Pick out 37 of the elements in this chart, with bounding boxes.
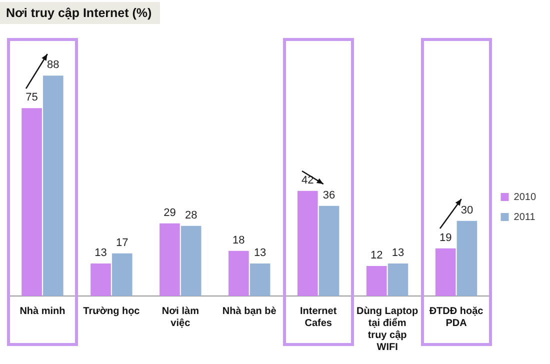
bar xyxy=(180,226,202,296)
bar xyxy=(435,248,456,296)
bar xyxy=(160,223,180,296)
data-label: 12 xyxy=(370,249,383,262)
legend-label: 2010 xyxy=(514,192,536,203)
chart-title: Nơi truy cập Internet (%) xyxy=(0,2,160,24)
data-label: 13 xyxy=(392,246,404,259)
x-tick-label: Trường học xyxy=(83,306,140,317)
bar xyxy=(22,108,42,296)
bar xyxy=(297,190,318,296)
data-label: 17 xyxy=(116,236,128,249)
data-label: 88 xyxy=(47,59,60,72)
data-label: 36 xyxy=(322,189,336,202)
x-tick-label: Nơi làm việc xyxy=(162,306,200,329)
bar xyxy=(112,253,132,296)
bar xyxy=(90,263,111,296)
x-tick-label: Dùng Laptop tại điểm truy cập WIFI xyxy=(356,306,418,353)
bar xyxy=(366,266,387,296)
data-label: 13 xyxy=(94,246,107,259)
bar xyxy=(456,220,478,296)
data-label: 19 xyxy=(439,232,452,244)
bar xyxy=(43,76,64,296)
data-label: 29 xyxy=(164,206,176,219)
data-label: 28 xyxy=(184,209,198,222)
data-label: 13 xyxy=(254,246,266,259)
bar xyxy=(250,263,270,296)
bar xyxy=(228,250,249,296)
bar xyxy=(388,263,408,296)
x-tick-label: Internet Cafes xyxy=(300,306,338,329)
x-tick-label: ĐTDĐ hoặc PDA xyxy=(429,306,484,329)
data-label: 30 xyxy=(460,204,474,216)
data-label: 75 xyxy=(26,92,38,104)
legend-label: 2011 xyxy=(514,212,536,223)
x-tick-label: Nhà bạn bè xyxy=(222,306,277,317)
data-label: 18 xyxy=(232,234,245,246)
bar xyxy=(318,206,340,296)
x-tick-label: Nhà minh xyxy=(20,306,66,317)
